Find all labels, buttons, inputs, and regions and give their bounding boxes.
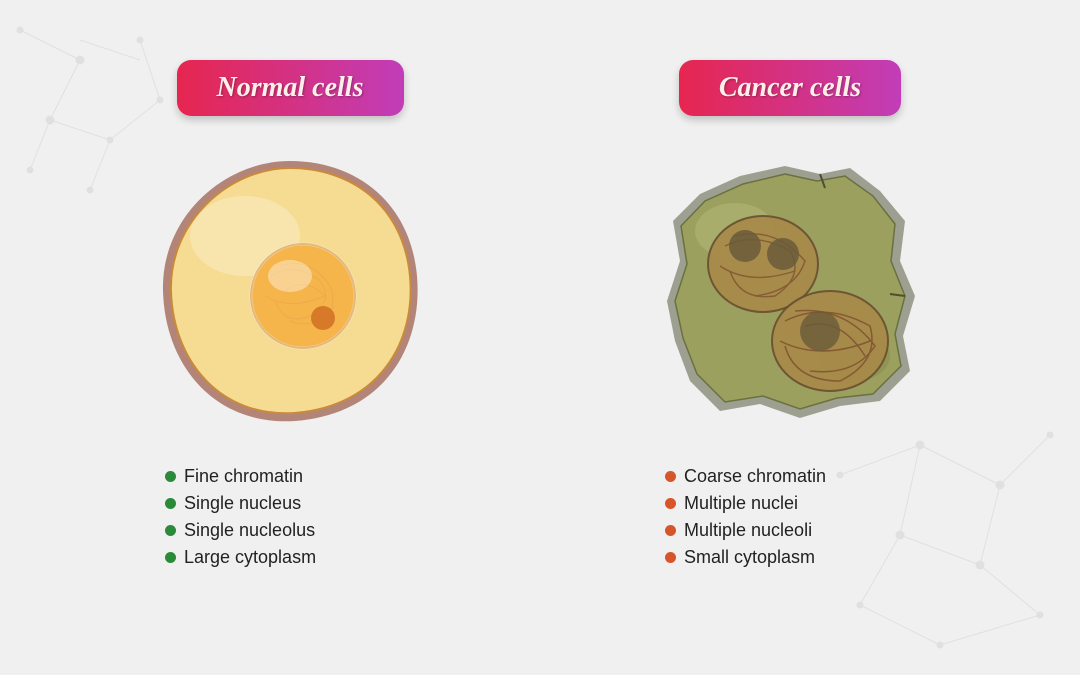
- bullet-icon: [165, 552, 176, 563]
- bullet-icon: [665, 498, 676, 509]
- feature-text: Fine chromatin: [184, 466, 303, 487]
- bullet-icon: [165, 525, 176, 536]
- cancer-cell-illustration: [645, 146, 935, 436]
- feature-text: Single nucleus: [184, 493, 301, 514]
- feature-text: Single nucleolus: [184, 520, 315, 541]
- feature-text: Multiple nuclei: [684, 493, 798, 514]
- bullet-icon: [665, 525, 676, 536]
- feature-text: Multiple nucleoli: [684, 520, 812, 541]
- normal-feature-list: Fine chromatin Single nucleus Single nuc…: [165, 466, 316, 574]
- feature-text: Large cytoplasm: [184, 547, 316, 568]
- bullet-icon: [165, 498, 176, 509]
- feature-item: Single nucleolus: [165, 520, 316, 541]
- feature-text: Small cytoplasm: [684, 547, 815, 568]
- bullet-icon: [165, 471, 176, 482]
- normal-header: Normal cells: [177, 60, 404, 116]
- feature-item: Large cytoplasm: [165, 547, 316, 568]
- bg-network-bottom-right: [800, 395, 1080, 675]
- bullet-icon: [665, 471, 676, 482]
- bullet-icon: [665, 552, 676, 563]
- cancer-header: Cancer cells: [679, 60, 901, 116]
- feature-item: Single nucleus: [165, 493, 316, 514]
- feature-item: Fine chromatin: [165, 466, 316, 487]
- bg-network-top-left: [0, 0, 200, 200]
